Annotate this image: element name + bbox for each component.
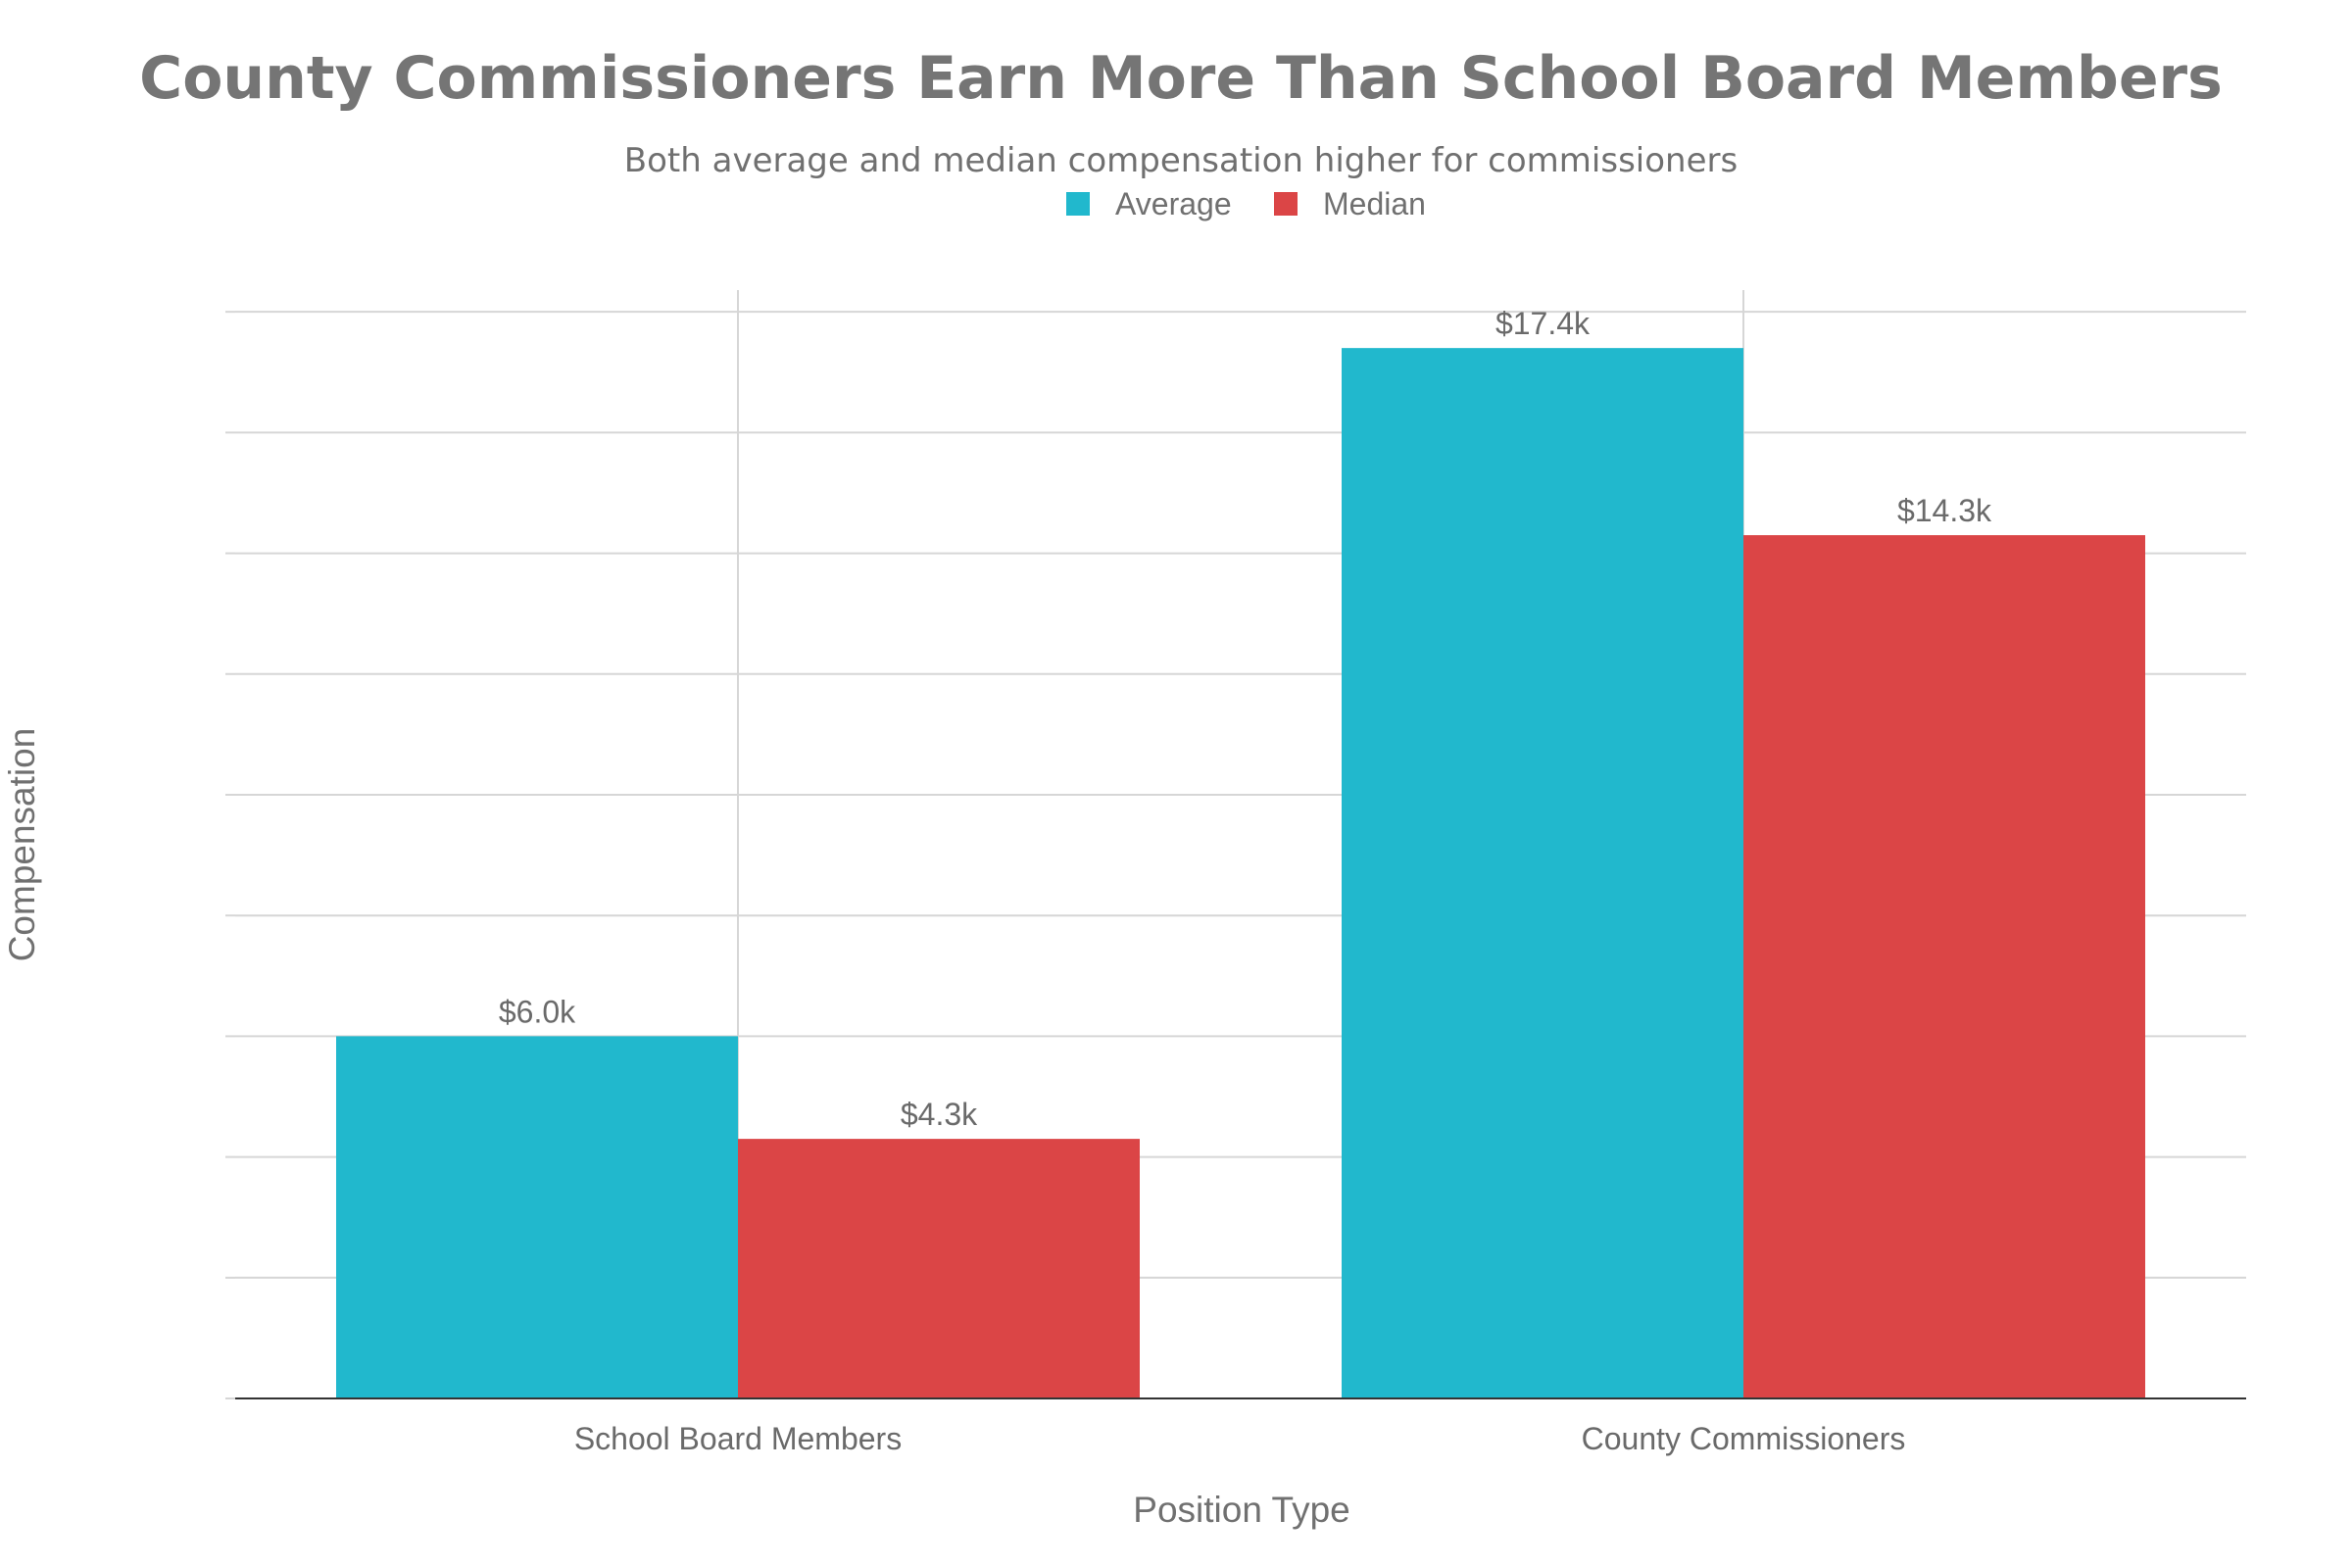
bar-average-0 (336, 1036, 738, 1398)
data-label-average-0: $6.0k (499, 994, 576, 1029)
bars-layer (336, 348, 2145, 1399)
x-tick-label-1: County Commissioners (1582, 1421, 1906, 1456)
x-tick-labels: School Board Members County Commissioners (574, 1421, 1906, 1456)
legend-swatch-average (1066, 192, 1090, 216)
bar-average-1 (1342, 348, 1743, 1399)
legend-label-average: Average (1115, 186, 1232, 221)
chart-title: County Commissioners Earn More Than Scho… (139, 44, 2223, 113)
legend: Average Median (1066, 186, 1426, 221)
bar-median-1 (1743, 535, 2145, 1398)
bar-median-0 (738, 1139, 1140, 1398)
data-label-average-1: $17.4k (1495, 306, 1591, 341)
x-axis-title: Position Type (1133, 1490, 1349, 1530)
data-label-median-1: $14.3k (1897, 493, 1992, 528)
x-tick-label-0: School Board Members (574, 1421, 902, 1456)
legend-label-median: Median (1323, 186, 1426, 221)
legend-swatch-median (1274, 192, 1298, 216)
y-axis-title: Compensation (2, 728, 42, 962)
chart-subtitle: Both average and median compensation hig… (624, 141, 1738, 180)
data-label-median-0: $4.3k (901, 1097, 978, 1132)
data-labels-layer: $6.0k $4.3k $17.4k $14.3k (499, 306, 1992, 1132)
